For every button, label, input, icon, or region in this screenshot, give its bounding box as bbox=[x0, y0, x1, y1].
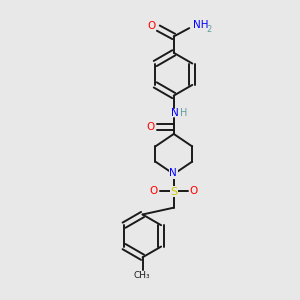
Text: N: N bbox=[171, 108, 179, 118]
Text: O: O bbox=[147, 122, 155, 132]
Text: O: O bbox=[190, 186, 198, 196]
Text: O: O bbox=[149, 186, 158, 196]
Text: CH₃: CH₃ bbox=[134, 271, 150, 280]
Text: N: N bbox=[169, 169, 177, 178]
Text: NH: NH bbox=[193, 20, 208, 30]
Text: S: S bbox=[170, 187, 177, 197]
Text: 2: 2 bbox=[206, 25, 212, 34]
Text: O: O bbox=[148, 21, 156, 31]
Text: H: H bbox=[181, 108, 188, 118]
